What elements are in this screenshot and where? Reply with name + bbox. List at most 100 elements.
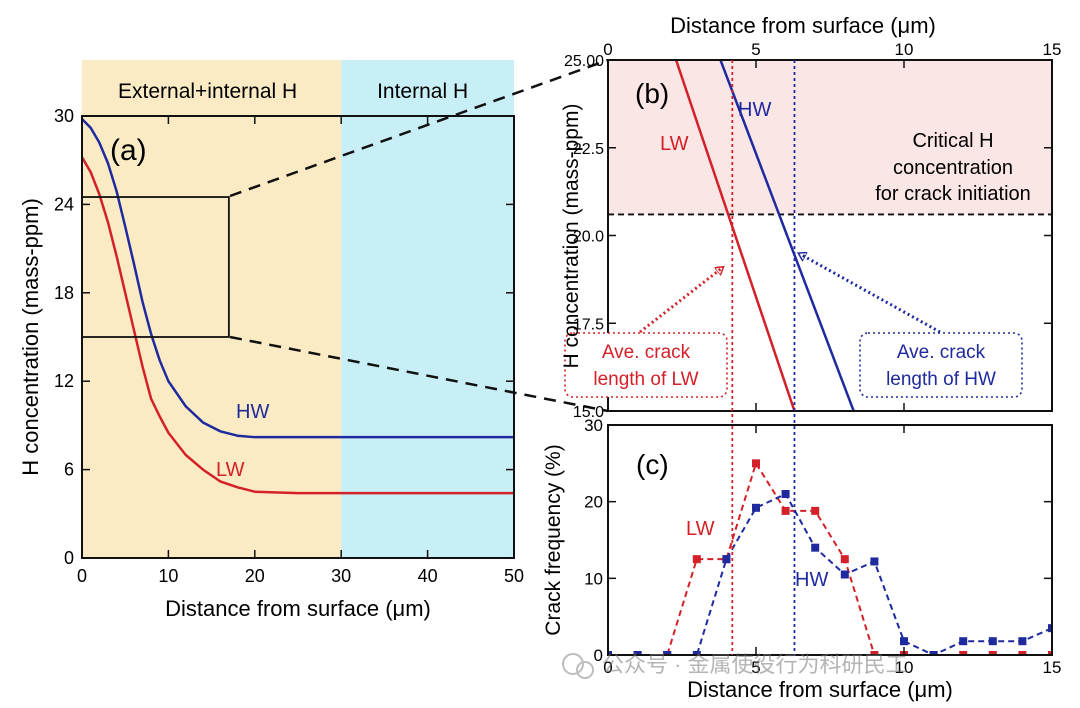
data-point-lw-c (959, 651, 968, 655)
y-tick-label-a: 12 (54, 371, 74, 391)
y-tick-label-c: 10 (584, 569, 603, 588)
data-point-lw-c (811, 506, 820, 515)
y-tick-label-b: 17.5 (573, 316, 604, 333)
y-axis-label-b: H concentration (mass-ppm) (560, 104, 583, 369)
data-point-lw-c (840, 555, 849, 564)
x-tick-label-a: 10 (158, 566, 178, 586)
series-line-lw-c (608, 460, 1052, 655)
panel-b: 0 5 10 15 15.0 17.5 20.0 22.5 25.00 (b) LW HW Cr… (560, 13, 1061, 421)
external-internal-zone-label: External+internal H (118, 80, 297, 103)
critical-label-line-2: concentration (893, 157, 1013, 179)
data-point-hw-c (722, 555, 731, 564)
annotation-lw-line-2: length of LW (593, 369, 698, 390)
x-axis-label-a: Distance from surface (μm) (165, 596, 431, 621)
x-tick-label-b: 10 (895, 40, 914, 59)
y-tick-label-a: 24 (54, 194, 74, 214)
panel-label-a: (a) (110, 134, 147, 167)
data-point-hw-c (929, 651, 938, 655)
data-point-lw-c (692, 555, 701, 564)
x-tick-label-a: 20 (245, 566, 265, 586)
y-tick-label-c: 30 (584, 416, 603, 435)
x-tick-label-b: 5 (751, 40, 760, 59)
internal-zone (341, 60, 514, 558)
x-tick-label-a: 0 (77, 566, 87, 586)
zoom-connector-top (229, 58, 609, 198)
series-label-hw-c: HW (795, 569, 828, 591)
data-point-hw-c (1018, 637, 1027, 646)
x-tick-label-b: 0 (603, 40, 612, 59)
annotation-hw-line-1: Ave. crack (897, 342, 986, 363)
series-line-hw-a (82, 118, 514, 439)
data-point-hw-c (988, 637, 997, 646)
series-label-hw-b: HW (738, 99, 771, 121)
x-axis-label-c: Distance from surface (μm) (687, 677, 953, 702)
panel-a: External+internal H Internal H 0 10 20 30 40… (18, 60, 524, 621)
data-point-hw-c (811, 543, 820, 552)
y-tick-label-c: 20 (584, 493, 603, 512)
arrow-lw (639, 268, 722, 334)
data-point-hw-c (840, 570, 849, 579)
data-point-lw-c (1018, 651, 1027, 655)
data-point-hw-c (692, 651, 701, 655)
x-axis-label-b: Distance from surface (μm) (670, 13, 936, 38)
x-tick-label-c: 0 (603, 658, 612, 677)
panel-label-b: (b) (635, 78, 669, 109)
y-tick-label-b: 22.5 (573, 141, 604, 158)
series-line-lw-a (82, 156, 514, 495)
zoom-connector-bottom (229, 335, 609, 413)
series-label-hw-a: HW (236, 401, 269, 423)
watermark-text: 公众号 · 金属使役行为科研民工 (602, 652, 908, 677)
x-tick-label-a: 50 (504, 566, 524, 586)
y-axis-label-c: Crack frequency (%) (542, 444, 565, 635)
data-point-lw-c (1048, 651, 1052, 655)
data-point-hw-c (608, 651, 612, 655)
y-tick-label-b: 25.00 (564, 53, 604, 70)
critical-label-line-1: Critical H (912, 130, 993, 152)
panel-label-c: (c) (636, 449, 669, 480)
y-tick-label-a: 18 (54, 283, 74, 303)
watermark: 公众号 · 金属使役行为科研民工 (562, 652, 908, 679)
annotation-box-hw (859, 332, 1023, 398)
series-line-lw-b (674, 60, 796, 411)
data-point-lw-c (988, 651, 997, 655)
series-line-hw-b (719, 60, 855, 411)
panel-c: 0 5 10 15 0 10 20 30 (c) LW HW Distance from su… (542, 416, 1061, 702)
arrow-hw (800, 254, 941, 334)
data-point-hw-c (781, 490, 790, 498)
x-tick-label-c: 5 (751, 658, 760, 677)
data-point-hw-c (959, 637, 968, 646)
annotation-box-lw (564, 332, 728, 398)
data-point-lw-c (781, 506, 790, 515)
y-tick-label-b: 15.0 (573, 404, 604, 421)
x-tick-label-b: 15 (1043, 40, 1062, 59)
y-tick-label-b: 20.0 (573, 229, 604, 246)
data-point-hw-c (870, 557, 879, 566)
data-point-hw-c (663, 651, 672, 655)
critical-label-line-3: for crack initiation (875, 183, 1031, 205)
y-tick-label-c: 0 (594, 646, 603, 665)
wechat-icon-bubble (576, 661, 594, 679)
series-line-hw-c (608, 492, 1052, 655)
data-point-lw-c (870, 651, 879, 655)
annotation-lw-line-1: Ave. crack (602, 342, 691, 363)
data-point-hw-c (752, 503, 760, 512)
data-point-hw-c (900, 637, 908, 646)
plot-frame-a (81, 115, 515, 559)
x-tick-label-c: 15 (1043, 658, 1062, 677)
data-point-hw-c (1048, 624, 1052, 633)
x-tick-label-c: 10 (895, 658, 914, 677)
plot-frame-c (607, 424, 1053, 656)
y-tick-label-a: 0 (64, 548, 74, 568)
data-point-lw-c (752, 459, 760, 468)
series-label-lw-b: LW (660, 133, 689, 155)
internal-zone-label: Internal H (377, 80, 468, 103)
x-tick-label-a: 30 (331, 566, 351, 586)
y-tick-label-a: 30 (54, 106, 74, 126)
wechat-icon (562, 653, 584, 675)
series-label-lw-a: LW (216, 459, 245, 481)
y-axis-label-a: H concentration (mass-ppm) (18, 198, 43, 476)
annotation-hw-line-2: length of HW (886, 369, 996, 390)
data-point-hw-c (633, 651, 642, 655)
x-tick-label-a: 40 (418, 566, 438, 586)
